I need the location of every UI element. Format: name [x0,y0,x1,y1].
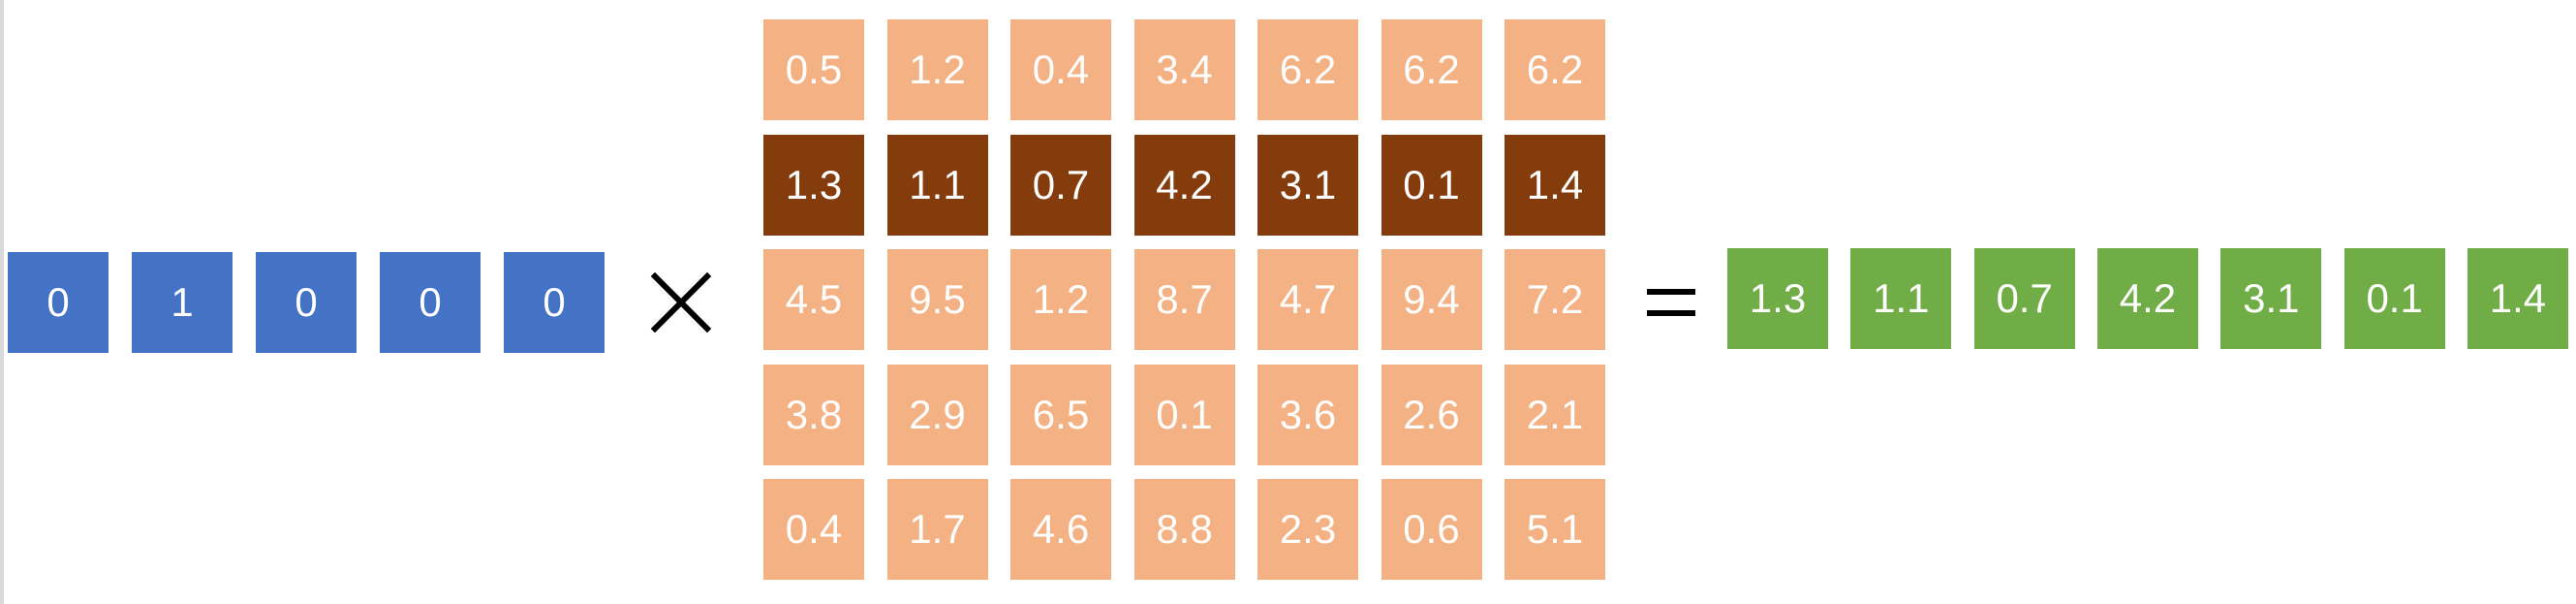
selected-matrix-cell: 1.3 [763,134,864,236]
selected-matrix-cell: 3.1 [1257,134,1358,236]
result-cell: 0.7 [1973,248,2075,349]
result-cell: 4.2 [2096,248,2198,349]
one-hot-cell: 1 [132,252,233,353]
matrix-cell: 2.6 [1381,364,1482,465]
matrix-cell: 9.4 [1381,249,1482,350]
matrix-cell: 0.5 [763,19,864,120]
matrix-cell: 0.4 [1010,19,1111,120]
matrix-cell: 2.1 [1505,364,1605,465]
left-border [0,0,4,604]
selected-matrix-cell: 1.4 [1505,134,1605,236]
one-hot-cell: 0 [8,252,109,353]
result-cell: 0.1 [2343,248,2445,349]
selected-matrix-cell: 0.1 [1381,134,1482,236]
result-cell: 1.1 [1850,248,1952,349]
matrix-cell: 0.6 [1381,479,1482,580]
one-hot-cell: 0 [380,252,481,353]
result-cell: 3.1 [2220,248,2322,349]
matrix-cell: 7.2 [1505,249,1605,350]
equals-icon [1637,254,1705,351]
matrix-cell: 3.6 [1257,364,1358,465]
matrix-cell: 8.8 [1133,479,1235,580]
selected-matrix-cell: 0.7 [1010,134,1111,236]
matrix-cell: 1.7 [886,479,988,580]
matrix-cell: 6.2 [1505,19,1605,120]
selected-matrix-cell: 1.1 [886,134,988,236]
matrix-cell: 4.6 [1010,479,1111,580]
matrix-cell: 1.2 [1010,249,1111,350]
result-cell: 1.4 [2467,248,2568,349]
selected-matrix-cell: 4.2 [1133,134,1235,236]
matrix-cell: 2.9 [886,364,988,465]
matrix-cell: 6.2 [1257,19,1358,120]
matrix-cell: 1.2 [886,19,988,120]
matrix-cell: 9.5 [886,249,988,350]
matrix-cell: 6.2 [1381,19,1482,120]
result-cell: 1.3 [1727,248,1828,349]
matrix-cell: 8.7 [1133,249,1235,350]
matrix-cell: 2.3 [1257,479,1358,580]
matrix-cell: 3.8 [763,364,864,465]
multiply-icon [639,254,723,351]
matrix-cell: 0.1 [1133,364,1235,465]
one-hot-cell: 0 [256,252,357,353]
one-hot-cell: 0 [504,252,605,353]
matrix-cell: 5.1 [1505,479,1605,580]
matrix-cell: 0.4 [763,479,864,580]
matrix-cell: 4.7 [1257,249,1358,350]
matrix-cell: 4.5 [763,249,864,350]
matrix-cell: 6.5 [1010,364,1111,465]
matrix-cell: 3.4 [1133,19,1235,120]
